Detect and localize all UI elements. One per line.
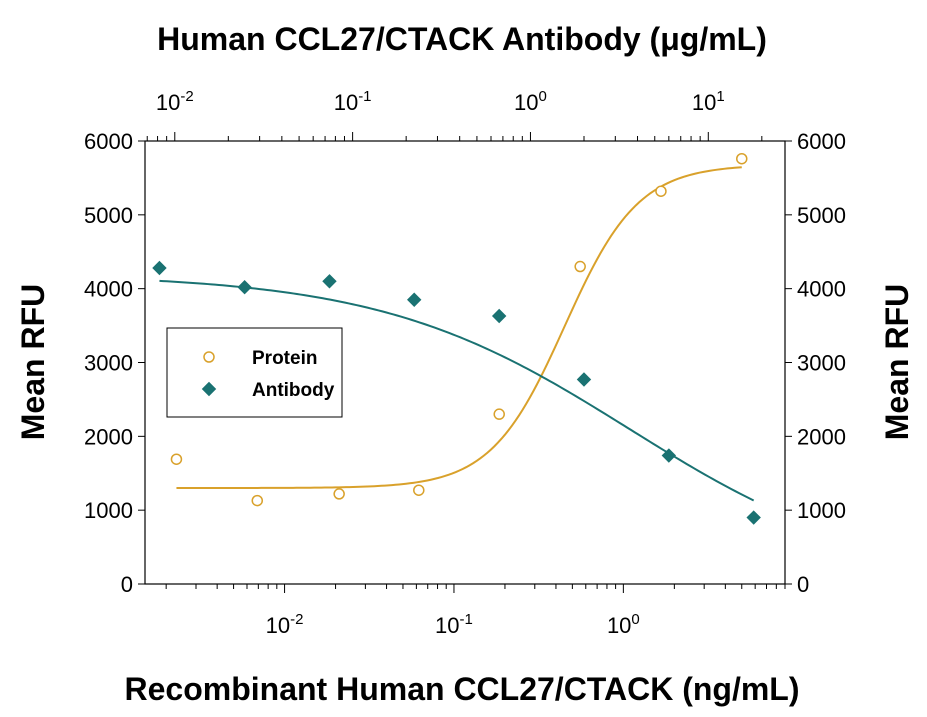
y-tick-label-left: 5000	[84, 203, 133, 228]
data-point-protein	[251, 494, 264, 507]
data-point-protein	[170, 453, 183, 465]
y-tick-label-right: 3000	[797, 351, 846, 376]
y-tick-label-left: 0	[121, 572, 133, 597]
y-tick-label-right: 5000	[797, 203, 846, 228]
axes: 0 0 1000 1000 2000 2000 3000 3000 4000 4000 5000 50…	[84, 88, 846, 638]
legend-label-antibody: Antibody	[252, 380, 335, 401]
y-tick-label-left: 2000	[84, 424, 133, 449]
y-tick-label-right: 0	[797, 572, 809, 597]
legend-marker-antibody	[201, 381, 217, 397]
legend: Protein Antibody	[166, 327, 343, 418]
y-axis-title-right: Mean RFU	[879, 284, 915, 440]
data-point-protein	[413, 484, 425, 496]
y-tick-label-left: 4000	[84, 277, 133, 302]
y-tick-label-right: 2000	[797, 424, 846, 449]
data-point-antibody	[661, 448, 677, 463]
y-axis-title-left: Mean RFU	[15, 284, 51, 440]
data-point-antibody	[407, 292, 422, 307]
x-tick-label-bottom: 10-1	[435, 611, 473, 638]
y-tick-label-right: 4000	[797, 277, 846, 302]
data-points	[152, 152, 761, 525]
data-point-protein	[493, 408, 505, 420]
x-tick-label-top: 10-1	[334, 88, 372, 115]
data-point-protein	[333, 488, 345, 500]
data-point-antibody	[746, 510, 761, 525]
data-point-protein	[574, 260, 586, 273]
y-tick-label-left: 1000	[84, 498, 133, 523]
y-tick-label-right: 6000	[797, 129, 846, 154]
data-point-antibody	[237, 279, 252, 295]
data-point-antibody	[491, 308, 507, 324]
fit-curve-protein	[176, 166, 742, 490]
top-axis-title: Human CCL27/CTACK Antibody (μg/mL)	[157, 21, 767, 57]
x-tick-label-top: 10-2	[156, 88, 194, 115]
y-tick-label-left: 6000	[84, 129, 133, 154]
x-tick-label-top: 101	[692, 88, 725, 115]
data-point-antibody	[152, 260, 167, 276]
y-tick-label-left: 3000	[84, 351, 133, 376]
data-point-protein	[655, 185, 667, 197]
legend-label-protein: Protein	[252, 348, 317, 369]
fit-curves	[159, 166, 755, 502]
y-tick-label-right: 1000	[797, 498, 846, 523]
fit-curve-antibody	[159, 279, 755, 502]
x-axis-title: Recombinant Human CCL27/CTACK (ng/mL)	[125, 671, 800, 707]
legend-box	[166, 327, 343, 418]
data-point-antibody	[322, 274, 337, 289]
legend-marker-protein	[203, 351, 215, 363]
x-tick-label-top: 100	[514, 88, 547, 115]
data-point-antibody	[576, 372, 592, 387]
x-tick-label-bottom: 10-2	[266, 611, 304, 638]
data-point-protein	[736, 152, 748, 165]
x-tick-label-bottom: 100	[607, 611, 640, 638]
